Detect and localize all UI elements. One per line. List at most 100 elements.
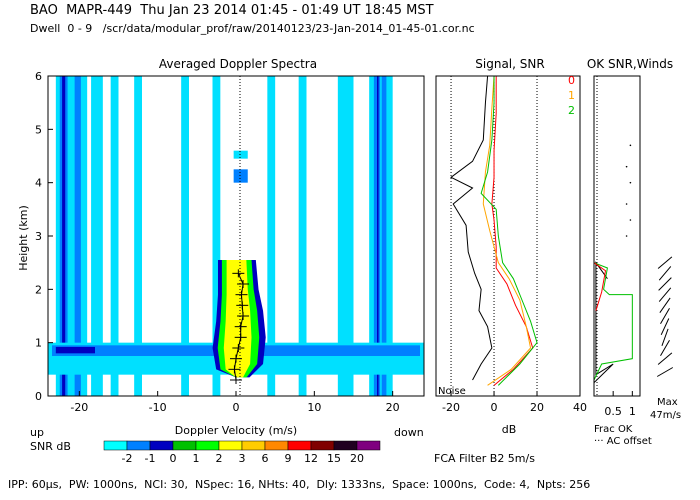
snr-panel: -20 0 20 40 Signal, SNR dB Noise 0 1 2 [435,57,587,436]
wind-dot [629,144,632,147]
colorbar-cell [126,440,151,451]
snr-series-2 [480,76,538,386]
y-tick-label: 0 [35,390,42,403]
y-tick-label: 4 [35,177,42,190]
max-value: 47m/s [650,410,681,421]
wind-dot [625,235,628,237]
echo-aloft [233,169,248,183]
colorbar-cell [264,440,289,451]
wind-dot [625,165,628,168]
snr-x-tick-label: -20 [442,401,460,414]
colorbar-cell [356,440,381,451]
wind-arrow [658,277,672,291]
snr-title: Signal, SNR [475,57,544,71]
spectra-column [381,76,387,396]
wind-arrow [657,256,673,269]
y-tick-label: 5 [35,123,42,136]
wind-arrow [657,352,673,365]
snr-x-tick-label: 20 [530,401,544,414]
spectra-core [62,76,66,396]
x-tick-label: -20 [70,401,88,414]
wind-arrow [661,328,669,346]
colorbar-tick-label: 6 [262,452,269,465]
snr-series-signal [450,75,493,381]
y-tick-label: 6 [35,70,42,83]
legend-1: 1 [568,89,575,102]
snr-xlabel: dB [502,423,517,436]
snr-colorbar: SNR dB -2 -1 0 1 2 3 6 9 12 15 20 [30,440,381,465]
max-label: Max [657,397,678,408]
colorbar-cell [218,440,243,451]
spectra-panel: -20 -10 0 10 20 0 1 2 3 4 5 6 Averaged Doppler Spec… [17,57,425,439]
snr-series-1 [482,75,532,386]
header-line2: Dwell 0 - 9 /scr/data/modular_prof/raw/2… [30,22,475,35]
spectra-title: Averaged Doppler Spectra [159,57,317,71]
colorbar-tick-label: 12 [304,452,318,465]
spectra-ylabel: Height (km) [17,205,30,271]
colorbar-cell [287,440,312,451]
lower-band-strong [55,346,95,354]
snr-x-tick-label: 0 [491,401,498,414]
colorbar-label: SNR dB [30,440,71,453]
colorbar-tick-label: 2 [216,452,223,465]
y-tick-label: 1 [35,337,42,350]
colorbar-tick-label: 20 [350,452,364,465]
wind-arrow [660,318,670,336]
x-tick-label: 20 [386,401,400,414]
wind-dot [629,181,632,184]
legend-2: 2 [568,104,575,117]
wind-dot [625,203,628,205]
spectra-band [337,76,354,396]
legend-0: 0 [568,74,575,87]
ok-series [593,76,633,381]
ok-x-tick-label: 1 [629,405,636,418]
spectra-column [74,76,81,396]
colorbar-tick-label: -2 [122,452,133,465]
spectra-band [91,76,103,396]
wind-arrow [656,367,674,377]
ac-offset-label: ··· AC offset [594,436,652,447]
colorbar-tick-label: 1 [193,452,200,465]
ok-title: OK SNR,Winds [587,57,673,71]
colorbar-cell [149,440,174,451]
ok-panel: 0.5 1 OK SNR,Winds Frac OK ··· AC offset … [587,57,681,447]
wind-dot [629,219,632,221]
spectra-xlabel: Doppler Velocity (m/s) [175,424,297,437]
colorbar-cell [310,440,335,451]
echo-inner [223,260,252,378]
spectra-band [110,76,119,396]
wind-arrow [660,307,670,325]
colorbar-tick-label: 15 [327,452,341,465]
noise-label: Noise [438,386,466,397]
colorbar-cell [172,440,197,451]
colorbar-cell [241,440,266,451]
spectra-core [377,76,379,396]
frac-ok-label: Frac OK [594,424,633,435]
spectra-band [134,76,142,396]
header-line1: BAO MAPR-449 Thu Jan 23 2014 01:45 - 01:… [30,3,434,18]
snr-series-0 [491,76,534,386]
ok-x-tick-label: 0.5 [604,405,622,418]
spectra-band [298,76,307,396]
colorbar-tick-label: 9 [285,452,292,465]
spectra-band [212,76,221,396]
y-tick-label: 3 [35,230,42,243]
x-tick-label: 10 [307,401,321,414]
spectra-up-label: up [30,426,44,439]
colorbar-tick-label: 0 [170,452,177,465]
wind-arrow [660,339,670,357]
fca-filter-label: FCA Filter B2 5m/s [434,452,535,465]
colorbar-cell [103,440,128,451]
y-tick-label: 2 [35,283,42,296]
colorbar-cell [195,440,220,451]
wind-arrow [658,287,672,302]
spectra-band [267,76,276,396]
spectra-down-label: down [394,426,424,439]
x-tick-label: -10 [149,401,167,414]
footer-params: IPP: 60µs, PW: 1000ns, NCI: 30, NSpec: 1… [8,478,591,491]
colorbar-tick-label: 3 [239,452,246,465]
ok-series [593,262,607,311]
ok-series [593,261,614,384]
echo-aloft [233,150,248,159]
